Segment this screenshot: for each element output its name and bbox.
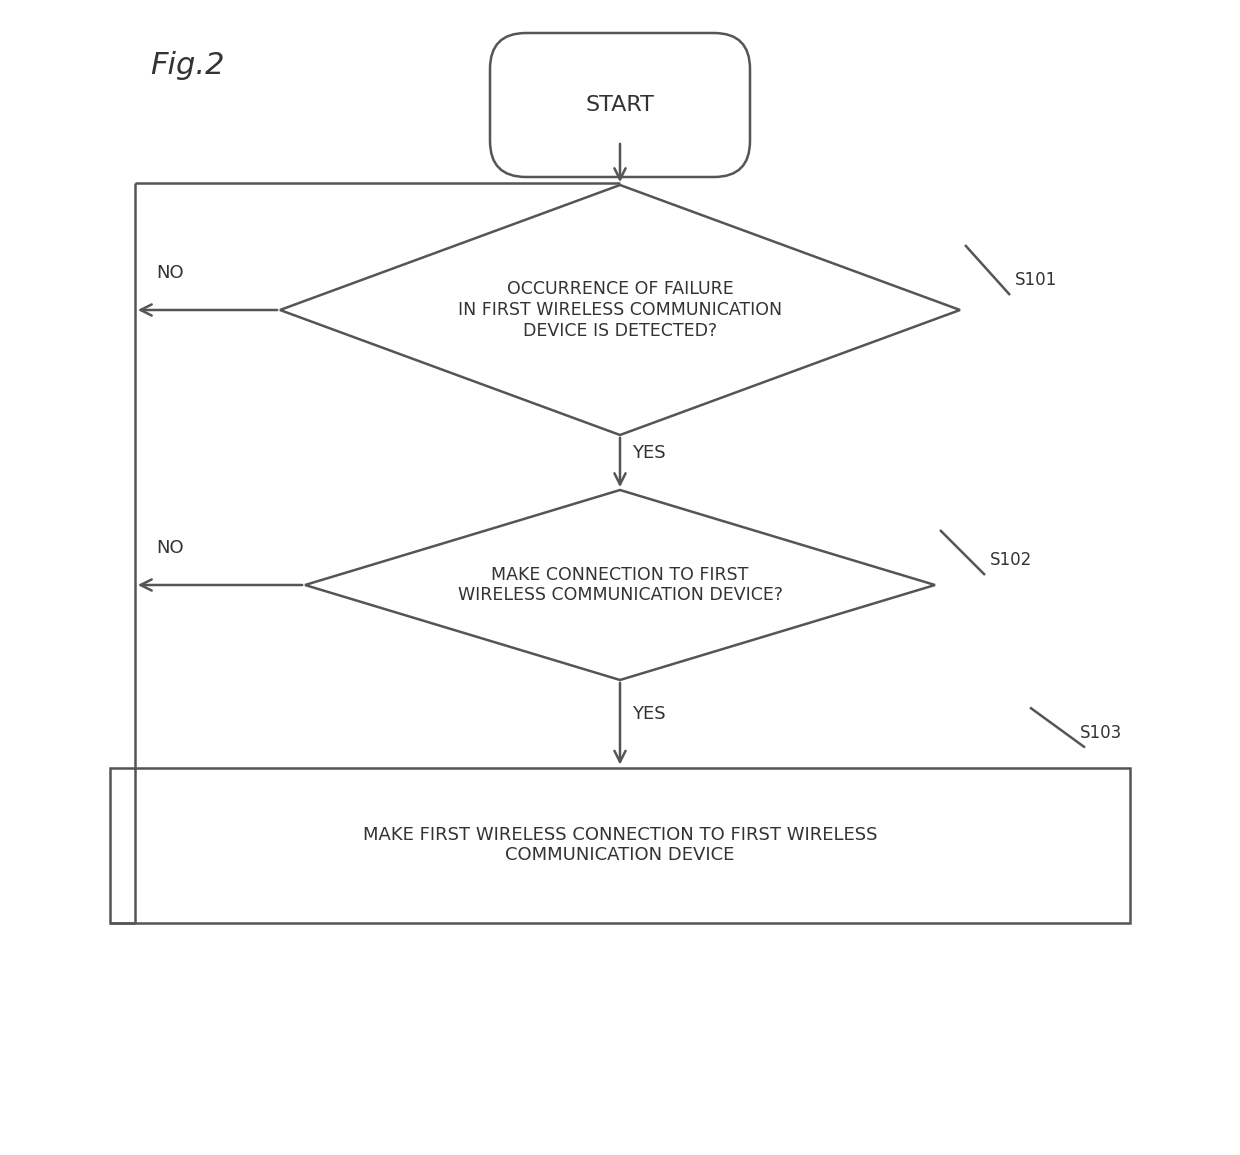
Polygon shape [280, 185, 960, 435]
Text: S103: S103 [1080, 723, 1122, 742]
Text: NO: NO [156, 539, 184, 557]
Text: YES: YES [632, 705, 666, 723]
Text: START: START [585, 95, 655, 116]
Text: S102: S102 [990, 551, 1032, 569]
Text: OCCURRENCE OF FAILURE
IN FIRST WIRELESS COMMUNICATION
DEVICE IS DETECTED?: OCCURRENCE OF FAILURE IN FIRST WIRELESS … [458, 281, 782, 340]
FancyBboxPatch shape [490, 33, 750, 177]
Text: MAKE CONNECTION TO FIRST
WIRELESS COMMUNICATION DEVICE?: MAKE CONNECTION TO FIRST WIRELESS COMMUN… [458, 566, 782, 604]
Text: Fig.2: Fig.2 [150, 51, 224, 80]
Text: MAKE FIRST WIRELESS CONNECTION TO FIRST WIRELESS
COMMUNICATION DEVICE: MAKE FIRST WIRELESS CONNECTION TO FIRST … [363, 826, 877, 864]
Polygon shape [305, 490, 935, 680]
Bar [110, 768, 1130, 923]
Text: YES: YES [632, 444, 666, 462]
Text: NO: NO [156, 264, 184, 282]
Text: S101: S101 [1016, 271, 1058, 289]
